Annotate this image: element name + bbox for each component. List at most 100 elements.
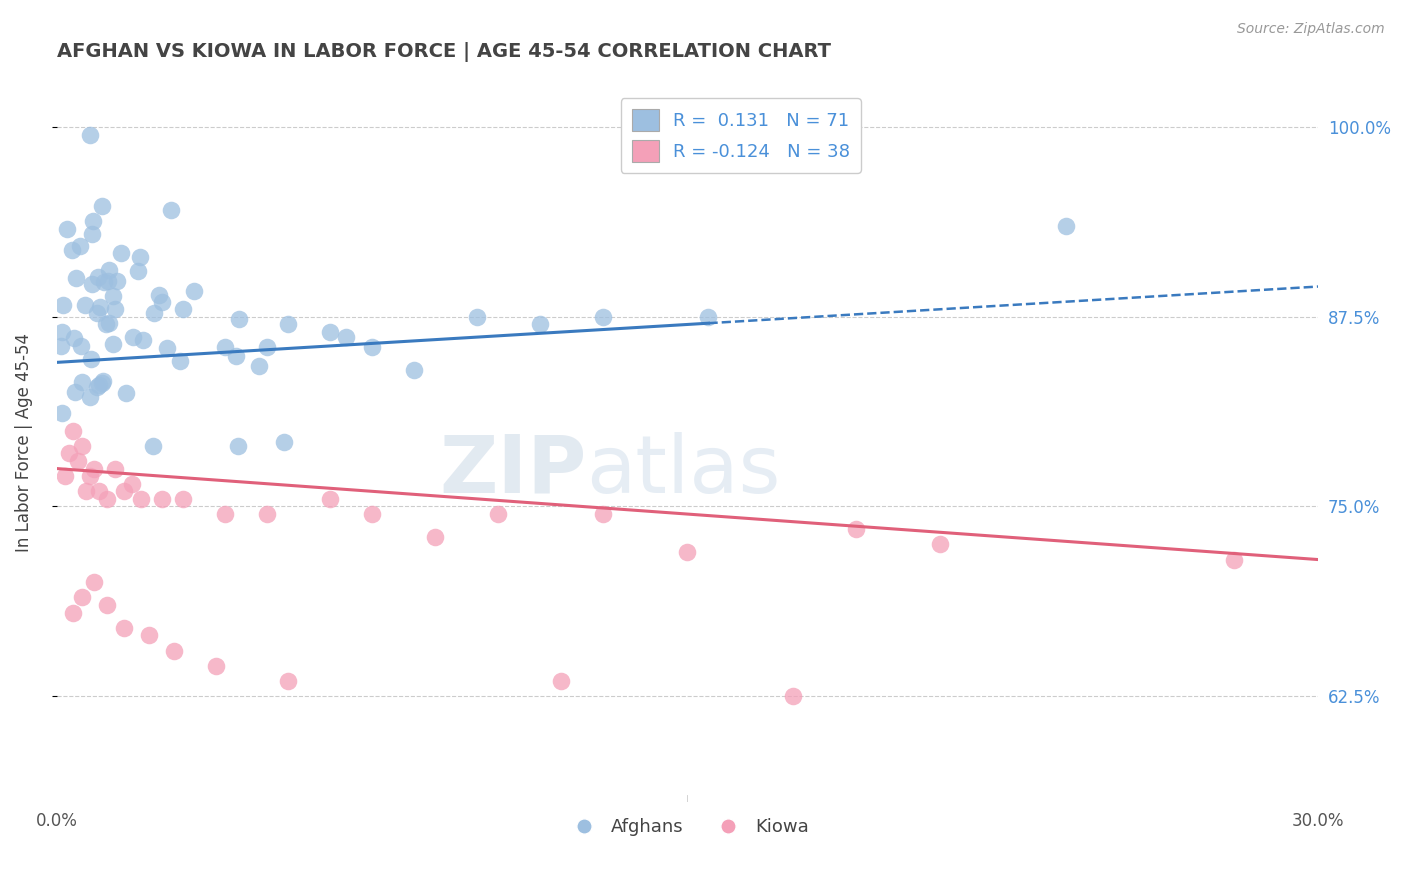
Point [51, 406, 73, 420]
Point [169, 354, 191, 368]
Point [112, 621, 135, 635]
Point [225, 349, 247, 363]
Point [62, 606, 84, 620]
Point [86, 380, 108, 394]
Point [87, 269, 110, 284]
Point [138, 628, 160, 642]
Point [160, 203, 183, 218]
Point [69, 239, 91, 253]
Point [592, 310, 614, 324]
Point [96, 598, 118, 612]
Point [228, 312, 250, 326]
Point [335, 330, 357, 344]
Point [93, 275, 115, 289]
Point [121, 476, 143, 491]
Point [80, 227, 103, 241]
Point [928, 537, 950, 551]
Point [361, 507, 384, 521]
Point [256, 507, 278, 521]
Point [256, 340, 278, 354]
Point [226, 439, 249, 453]
Point [129, 491, 152, 506]
Point [550, 673, 572, 688]
Point [697, 310, 720, 324]
Point [52, 297, 75, 311]
Point [91, 199, 114, 213]
Point [277, 673, 299, 688]
Point [676, 545, 699, 559]
Point [79, 390, 101, 404]
Point [205, 658, 228, 673]
Point [91, 374, 114, 388]
Point [51, 325, 73, 339]
Point [529, 318, 551, 332]
Point [163, 643, 186, 657]
Point [214, 507, 236, 521]
Point [75, 484, 97, 499]
Point [1223, 552, 1246, 566]
Point [277, 318, 299, 332]
Point [115, 386, 138, 401]
Point [75, 298, 97, 312]
Point [845, 522, 868, 536]
Point [104, 301, 127, 316]
Point [110, 245, 132, 260]
Point [319, 491, 342, 506]
Point [56, 221, 79, 235]
Point [63, 384, 86, 399]
Point [101, 289, 124, 303]
Text: Source: ZipAtlas.com: Source: ZipAtlas.com [1237, 22, 1385, 37]
Point [96, 491, 118, 506]
Point [112, 484, 135, 499]
Point [319, 325, 342, 339]
Point [183, 284, 205, 298]
Point [273, 434, 295, 449]
Point [82, 213, 104, 227]
Point [94, 317, 117, 331]
Point [214, 340, 236, 354]
Point [150, 295, 173, 310]
Y-axis label: In Labor Force | Age 45-54: In Labor Force | Age 45-54 [15, 333, 32, 551]
Point [86, 306, 108, 320]
Point [247, 359, 270, 374]
Legend: Afghans, Kiowa: Afghans, Kiowa [558, 811, 817, 844]
Point [58, 446, 80, 460]
Point [121, 330, 143, 344]
Point [782, 689, 804, 703]
Point [53, 469, 76, 483]
Point [104, 461, 127, 475]
Point [156, 342, 179, 356]
Point [142, 439, 165, 453]
Text: AFGHAN VS KIOWA IN LABOR FORCE | AGE 45-54 CORRELATION CHART: AFGHAN VS KIOWA IN LABOR FORCE | AGE 45-… [56, 42, 831, 62]
Point [72, 375, 94, 389]
Point [70, 439, 93, 453]
Point [486, 507, 509, 521]
Point [87, 377, 110, 392]
Point [423, 530, 446, 544]
Point [62, 424, 84, 438]
Point [79, 469, 101, 483]
Point [101, 336, 124, 351]
Point [91, 376, 114, 391]
Text: atlas: atlas [586, 432, 780, 510]
Point [49, 339, 72, 353]
Point [105, 274, 128, 288]
Point [592, 507, 614, 521]
Point [361, 340, 384, 354]
Point [63, 331, 86, 345]
Point [98, 316, 121, 330]
Point [172, 491, 194, 506]
Point [70, 339, 93, 353]
Point [98, 263, 121, 277]
Point [465, 310, 488, 324]
Point [87, 484, 110, 499]
Point [404, 363, 426, 377]
Point [129, 250, 152, 264]
Point [65, 271, 87, 285]
Point [80, 352, 103, 367]
Point [142, 306, 165, 320]
Point [150, 491, 173, 506]
Point [172, 302, 194, 317]
Point [83, 575, 105, 590]
Point [66, 454, 89, 468]
